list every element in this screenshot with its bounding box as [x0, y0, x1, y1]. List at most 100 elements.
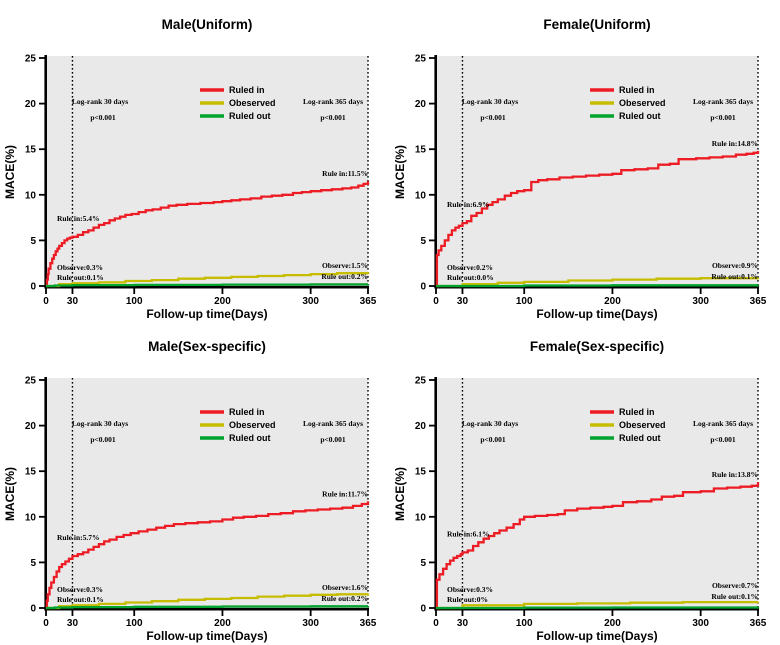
- panel-title: Male(Uniform): [162, 17, 253, 32]
- legend-label: Ruled out: [229, 111, 271, 121]
- rule-in-365-annotation: Rule in:14.8%: [712, 139, 758, 148]
- y-tick-label: 0: [30, 282, 36, 293]
- observe-365-annotation: Observe:1.5%: [322, 261, 368, 270]
- curve-ruled-out: [436, 606, 760, 610]
- panel-title: Female(Sex-specific): [530, 339, 664, 354]
- y-tick-label: 5: [420, 236, 426, 247]
- logrank-30-label: Log-rank 30 days: [462, 97, 518, 106]
- x-tick-label: 30: [67, 296, 79, 307]
- panel-female-sex-specific: 0 5 10 15 20 25 0 30 100 200 300 365 Ruled in Obeser…: [390, 322, 780, 645]
- y-tick-label: 25: [25, 54, 37, 65]
- y-tick-label: 20: [25, 421, 37, 432]
- legend-label: Ruled out: [619, 433, 661, 443]
- x-tick-label: 100: [126, 618, 143, 629]
- observe-30-annotation: Observe:0.2%: [447, 263, 493, 272]
- logrank-365-label: Log-rank 365 days: [693, 97, 753, 106]
- legend-label: Obeserved: [229, 98, 276, 108]
- curve-ruled-in: [435, 482, 760, 610]
- panel-male-sex-specific: 0 5 10 15 20 25 0 30 100 200 300 365 Ruled in Obeser…: [0, 322, 390, 645]
- x-axis-label: Follow-up time(Days): [536, 307, 657, 321]
- curve-ruled-in: [45, 501, 370, 610]
- rule-in-30-annotation: Rule in:5.7%: [57, 533, 100, 542]
- plot-background: [47, 56, 368, 286]
- rule-out-365-annotation: Rule out:0.1%: [711, 272, 758, 281]
- y-axis-label: MACE(%): [3, 467, 17, 521]
- rule-out-30-annotation: Rule out:0%: [447, 595, 488, 604]
- logrank-30-label: Log-rank 30 days: [72, 97, 128, 106]
- y-tick-label: 5: [30, 236, 36, 247]
- x-tick-label: 200: [214, 296, 231, 307]
- logrank-30-label: Log-rank 30 days: [72, 419, 128, 428]
- x-tick-label: 365: [360, 296, 377, 307]
- rule-out-30-annotation: Rule out:0.1%: [57, 273, 104, 282]
- rule-out-365-annotation: Rule out:0.2%: [321, 594, 368, 603]
- x-tick-label: 30: [67, 618, 79, 629]
- logrank-365-pvalue: p<0.001: [320, 113, 346, 122]
- rule-in-30-annotation: Rule in:6.9%: [447, 200, 490, 209]
- km-plot-male-sex-specific: 0 5 10 15 20 25 0 30 100 200 300 365 Ruled in Obeser…: [3, 339, 377, 643]
- axis-ticks: 0 5 10 15 20 25 0 30 100 200 300 365: [415, 54, 767, 308]
- survival-curves: [435, 151, 760, 288]
- x-tick-label: 0: [433, 618, 439, 629]
- observe-365-annotation: Observe:1.6%: [322, 583, 368, 592]
- y-tick-label: 25: [25, 376, 37, 387]
- curve-obeserved: [46, 593, 370, 610]
- observe-30-annotation: Observe:0.3%: [57, 585, 103, 594]
- legend: Ruled in Obeserved Ruled out: [200, 407, 276, 443]
- observe-30-annotation: Observe:0.3%: [57, 263, 103, 272]
- x-tick-label: 300: [302, 618, 319, 629]
- survival-curves: [45, 501, 370, 610]
- legend-label: Obeserved: [619, 98, 666, 108]
- x-tick-label: 200: [604, 296, 621, 307]
- rule-in-365-annotation: Rule in:11.5%: [322, 169, 368, 178]
- observe-365-annotation: Observe:0.7%: [712, 581, 758, 590]
- logrank-30-pvalue: p<0.001: [90, 113, 116, 122]
- legend-label: Ruled out: [229, 433, 271, 443]
- rule-out-365-annotation: Rule out:0.1%: [711, 592, 758, 601]
- y-axis-label: MACE(%): [393, 145, 407, 199]
- y-tick-label: 10: [25, 190, 37, 201]
- legend-label: Ruled in: [619, 85, 655, 95]
- legend-label: Ruled in: [229, 85, 265, 95]
- x-tick-label: 100: [126, 296, 143, 307]
- x-tick-label: 200: [214, 618, 231, 629]
- km-plot-female-uniform: 0 5 10 15 20 25 0 30 100 200 300 365 Ruled in Obeser…: [393, 17, 767, 321]
- observe-365-annotation: Observe:0.9%: [712, 261, 758, 270]
- y-tick-label: 20: [25, 99, 37, 110]
- survival-curves: [45, 181, 370, 288]
- x-tick-label: 0: [43, 618, 49, 629]
- y-tick-label: 5: [30, 558, 36, 569]
- panel-male-uniform: 0 5 10 15 20 25 0 30 100 200 300 365 Ruled in Obeser…: [0, 0, 390, 322]
- x-tick-label: 365: [750, 296, 767, 307]
- y-tick-label: 25: [415, 376, 427, 387]
- x-tick-label: 30: [457, 618, 469, 629]
- legend: Ruled in Obeserved Ruled out: [590, 85, 666, 121]
- y-tick-label: 10: [415, 190, 427, 201]
- y-tick-label: 10: [415, 512, 427, 523]
- y-tick-label: 0: [420, 282, 426, 293]
- rule-out-365-annotation: Rule out:0.2%: [321, 272, 368, 281]
- plot-background: [437, 56, 758, 286]
- y-tick-label: 0: [420, 604, 426, 615]
- y-tick-label: 15: [25, 145, 37, 156]
- y-tick-label: 15: [25, 467, 37, 478]
- legend-label: Ruled in: [619, 407, 655, 417]
- x-tick-label: 100: [516, 618, 533, 629]
- logrank-365-label: Log-rank 365 days: [693, 419, 753, 428]
- logrank-365-label: Log-rank 365 days: [303, 97, 363, 106]
- curve-ruled-out: [436, 284, 760, 288]
- rule-in-365-annotation: Rule in:13.8%: [712, 470, 758, 479]
- curve-ruled-in: [435, 151, 760, 288]
- observe-30-annotation: Observe:0.3%: [447, 585, 493, 594]
- x-tick-label: 30: [457, 296, 469, 307]
- logrank-365-pvalue: p<0.001: [320, 435, 346, 444]
- rule-out-30-annotation: Rule out:0.0%: [447, 273, 494, 282]
- x-tick-label: 300: [302, 296, 319, 307]
- x-axis-label: Follow-up time(Days): [146, 307, 267, 321]
- logrank-30-label: Log-rank 30 days: [462, 419, 518, 428]
- y-tick-label: 0: [30, 604, 36, 615]
- y-tick-label: 20: [415, 421, 427, 432]
- logrank-365-pvalue: p<0.001: [710, 435, 736, 444]
- x-tick-label: 300: [692, 618, 709, 629]
